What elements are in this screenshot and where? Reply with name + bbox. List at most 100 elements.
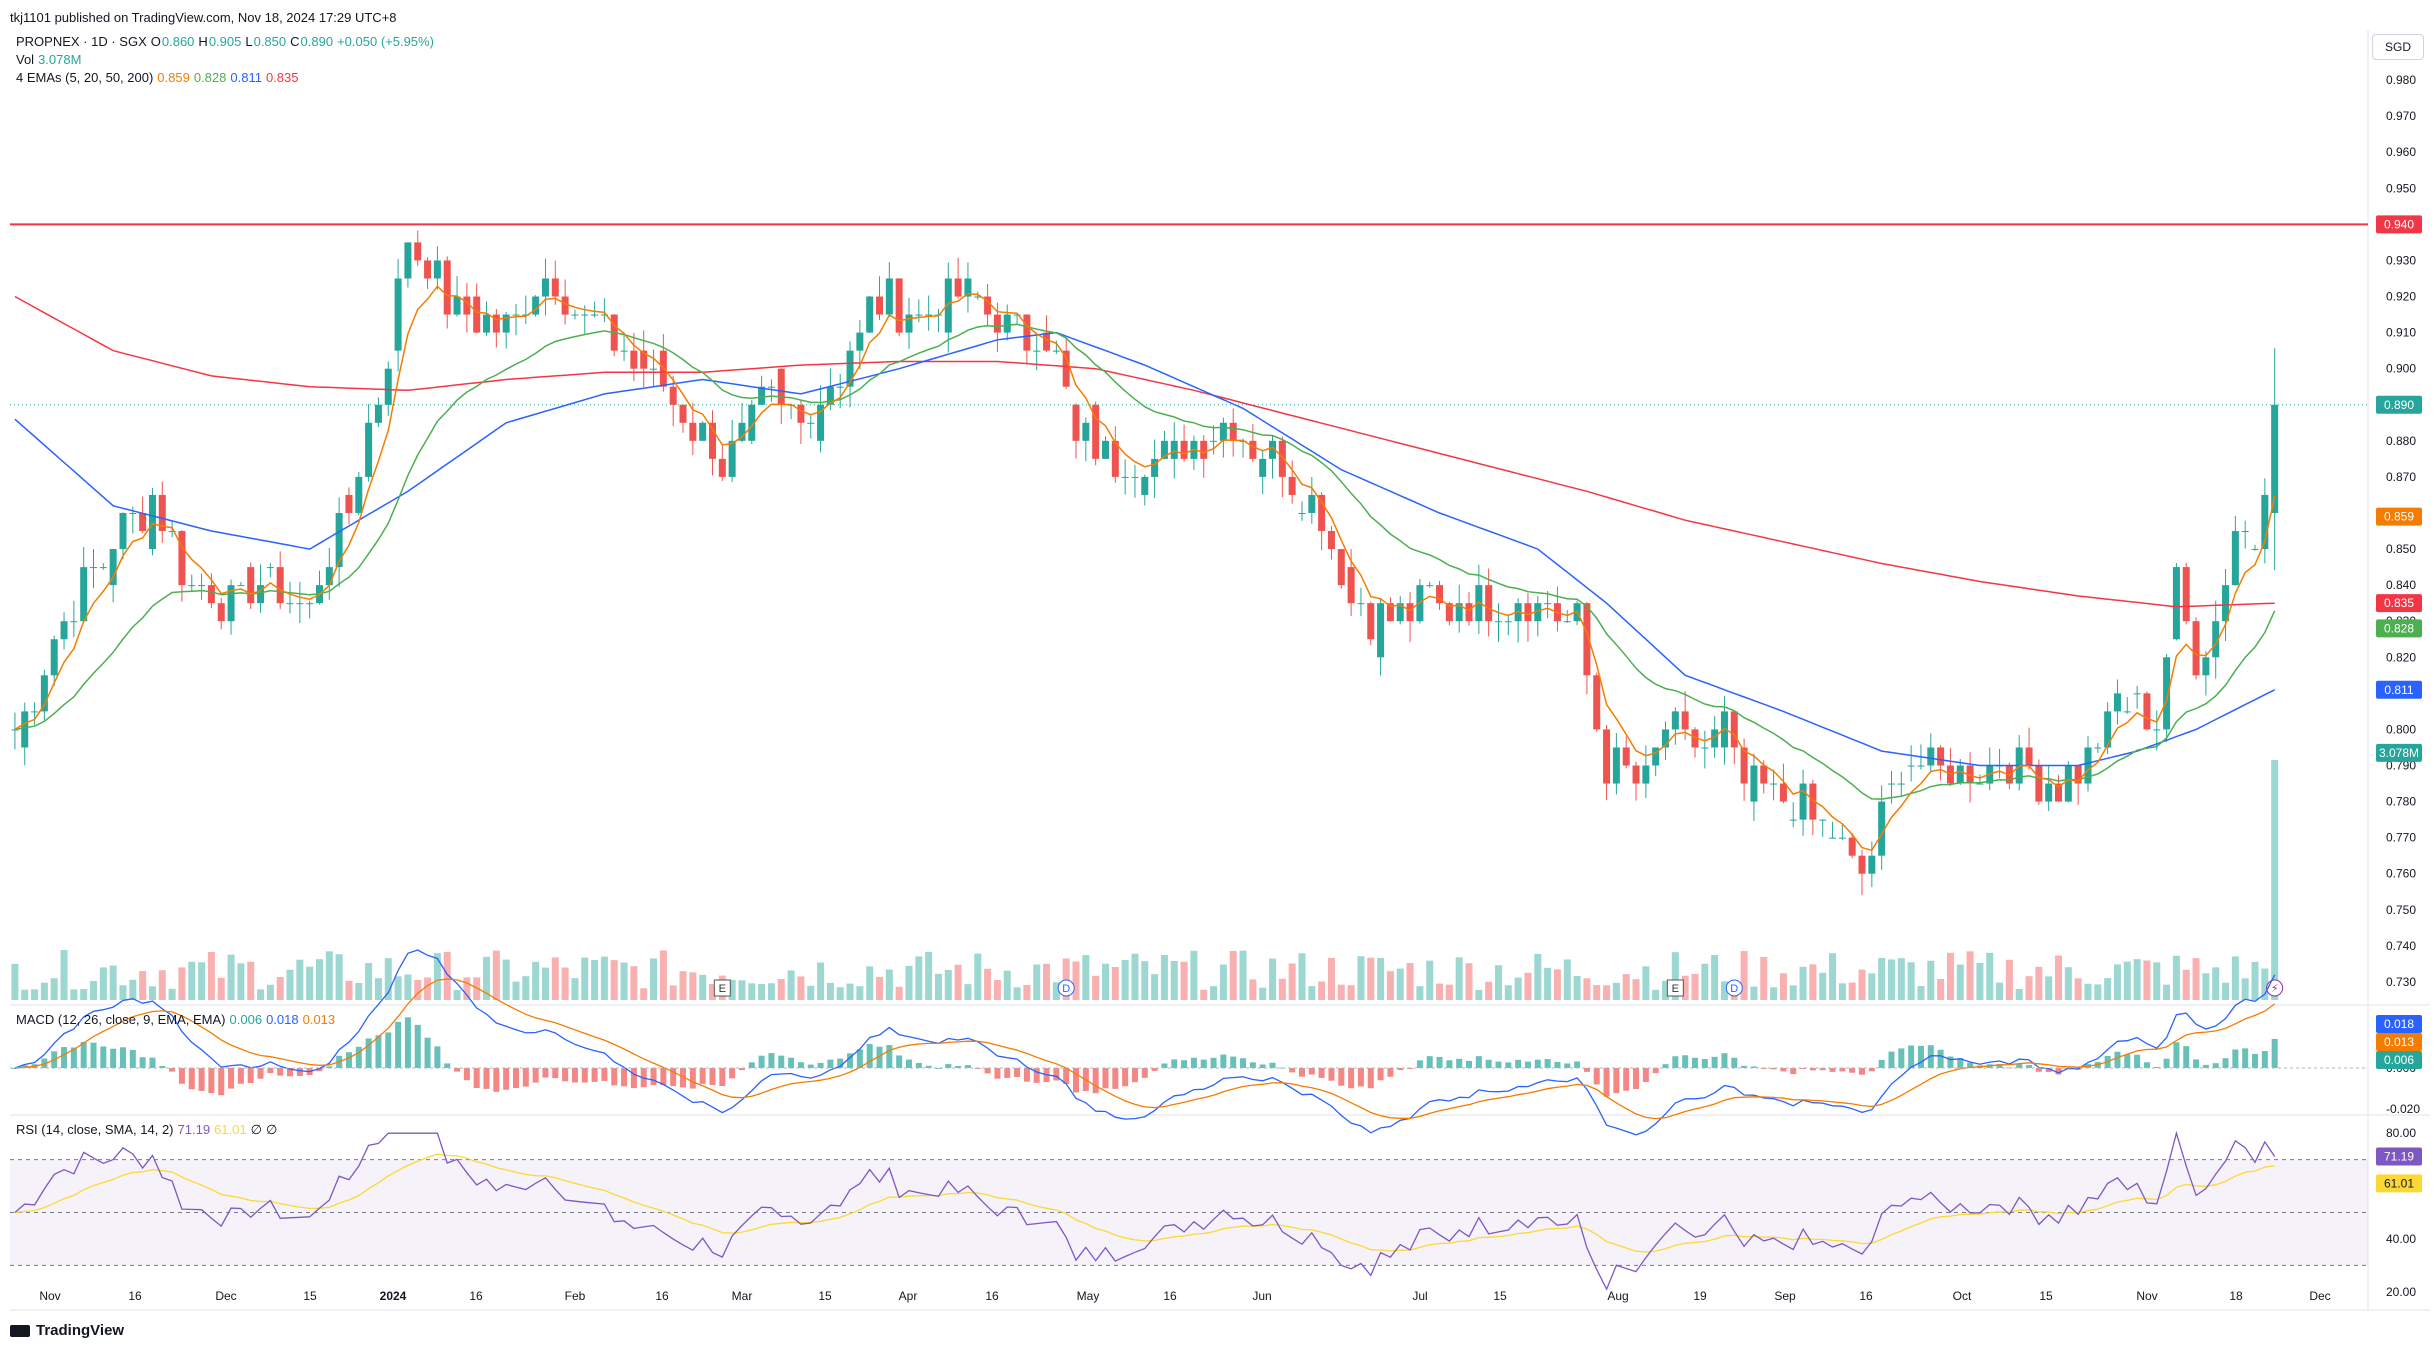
macd-histogram-bar [1859, 1068, 1866, 1075]
volume-bar [2113, 964, 2121, 1000]
time-axis-label: Dec [215, 1289, 236, 1303]
macd-histogram-bar [503, 1068, 510, 1090]
volume-bar [306, 966, 314, 1000]
volume-bar [699, 974, 707, 1000]
volume-bar [2231, 956, 2239, 1000]
macd-histogram-bar [1004, 1068, 1011, 1078]
macd-histogram-bar [1456, 1058, 1463, 1068]
candle-body [777, 368, 785, 405]
macd-badge [2376, 1015, 2422, 1033]
time-axis-label: Sep [1774, 1289, 1796, 1303]
macd-histogram-bar [2212, 1063, 2219, 1068]
volume-bar [895, 986, 903, 1000]
rsi-legend[interactable]: RSI (14, close, SMA, 14, 2) 71.19 61.01 … [16, 1122, 281, 1138]
macd-tick-label: -0.020 [2386, 1102, 2420, 1116]
macd-histogram-bar [1957, 1058, 1964, 1068]
candle-body [1494, 621, 1502, 623]
volume-bar [40, 982, 48, 1000]
time-axis-label: Apr [899, 1289, 918, 1303]
candle-body [856, 332, 864, 351]
macd-histogram-bar [2202, 1064, 2209, 1068]
volume-bar [925, 951, 933, 1000]
macd-histogram-bar [827, 1059, 834, 1068]
volume-bar [1789, 985, 1797, 1000]
volume-bar [2192, 958, 2200, 1000]
candle-body [1681, 711, 1689, 730]
publish-info: tkj1101 published on TradingView.com, No… [10, 10, 397, 25]
volume-bar [433, 953, 441, 1000]
macd-histogram-bar [1662, 1064, 1669, 1068]
high-value: 0.905 [208, 34, 242, 49]
volume-bar [1799, 966, 1807, 1000]
candle-body [2084, 747, 2092, 784]
currency-button[interactable]: SGD [2372, 34, 2424, 60]
macd-histogram-bar [267, 1068, 274, 1074]
macd-histogram-bar [1151, 1068, 1158, 1071]
event-marker-label: E [1672, 983, 1679, 995]
symbol-legend[interactable]: PROPNEX · 1D · SGX O 0.860 H 0.905 L 0.8… [16, 34, 438, 49]
candle-body [99, 567, 107, 569]
macd-histogram-bar [1524, 1061, 1531, 1068]
candle-body [1622, 747, 1630, 766]
candle-body [384, 368, 392, 405]
volume-bar [1652, 989, 1660, 1000]
macd-histogram-bar [542, 1068, 549, 1078]
macd-histogram-bar [1505, 1062, 1512, 1068]
volume-bar [1858, 969, 1866, 1000]
candle-body [198, 585, 206, 587]
macd-histogram-bar [719, 1068, 726, 1087]
candle-body [738, 422, 746, 441]
volume-bar [237, 963, 245, 1000]
volume-bar [640, 988, 648, 1000]
macd-histogram-bar [1495, 1061, 1502, 1068]
candle-body [414, 242, 422, 261]
time-axis-label: Jun [1252, 1289, 1271, 1303]
candle-body [119, 512, 127, 550]
candle-body [1141, 476, 1149, 495]
event-marker-label: D [1062, 983, 1070, 995]
candle-body [60, 621, 68, 640]
candle-body [512, 314, 520, 316]
candle-body [1033, 350, 1041, 352]
event-marker-label: ⚡ [2271, 983, 2279, 995]
macd-histogram-bar [1623, 1068, 1630, 1091]
macd-histogram-bar [1328, 1068, 1335, 1081]
volume-bar [1504, 985, 1512, 1000]
volume-bar [532, 961, 540, 1000]
candle-body [1210, 440, 1218, 442]
volume-bar [1269, 958, 1277, 1000]
volume-bar [1917, 986, 1925, 1000]
dividend-marker-icon [1725, 979, 1743, 997]
volume-bar [129, 979, 137, 1000]
candle-body [1151, 458, 1159, 477]
volume-legend[interactable]: Vol 3.078M [16, 52, 85, 67]
volume-bar [227, 954, 235, 1000]
volume-bar [1023, 985, 1031, 1000]
candle-body [90, 567, 98, 569]
ema-legend[interactable]: 4 EMAs (5, 20, 50, 200) 0.859 0.828 0.81… [16, 70, 303, 85]
candle-body [1927, 747, 1935, 766]
volume-bar [1662, 980, 1670, 1000]
macd-histogram-bar [178, 1068, 185, 1084]
macd-histogram-bar [1878, 1059, 1885, 1068]
macd-histogram-bar [1898, 1048, 1905, 1068]
candle-body [1809, 783, 1817, 820]
ema-label: 4 EMAs (5, 20, 50, 200) [16, 70, 154, 85]
price-badge-label: 0.828 [2384, 621, 2414, 635]
volume-bar [257, 989, 265, 1000]
macd-histogram-bar [994, 1068, 1001, 1079]
macd-histogram-bar [247, 1068, 254, 1084]
macd-histogram-bar [1927, 1045, 1934, 1068]
volume-bar [1701, 963, 1709, 1000]
volume-bar [1642, 966, 1650, 1000]
macd-line [14, 949, 2276, 1136]
volume-bar [581, 957, 589, 1000]
candle-body [2231, 531, 2239, 586]
macd-legend[interactable]: MACD (12, 26, close, 9, EMA, EMA) 0.006 … [16, 1012, 339, 1027]
candle-body [836, 386, 844, 388]
volume-bar [817, 962, 825, 1000]
macd-histogram-bar [984, 1068, 991, 1074]
candle-body [797, 404, 805, 423]
candle-body [1416, 585, 1424, 622]
